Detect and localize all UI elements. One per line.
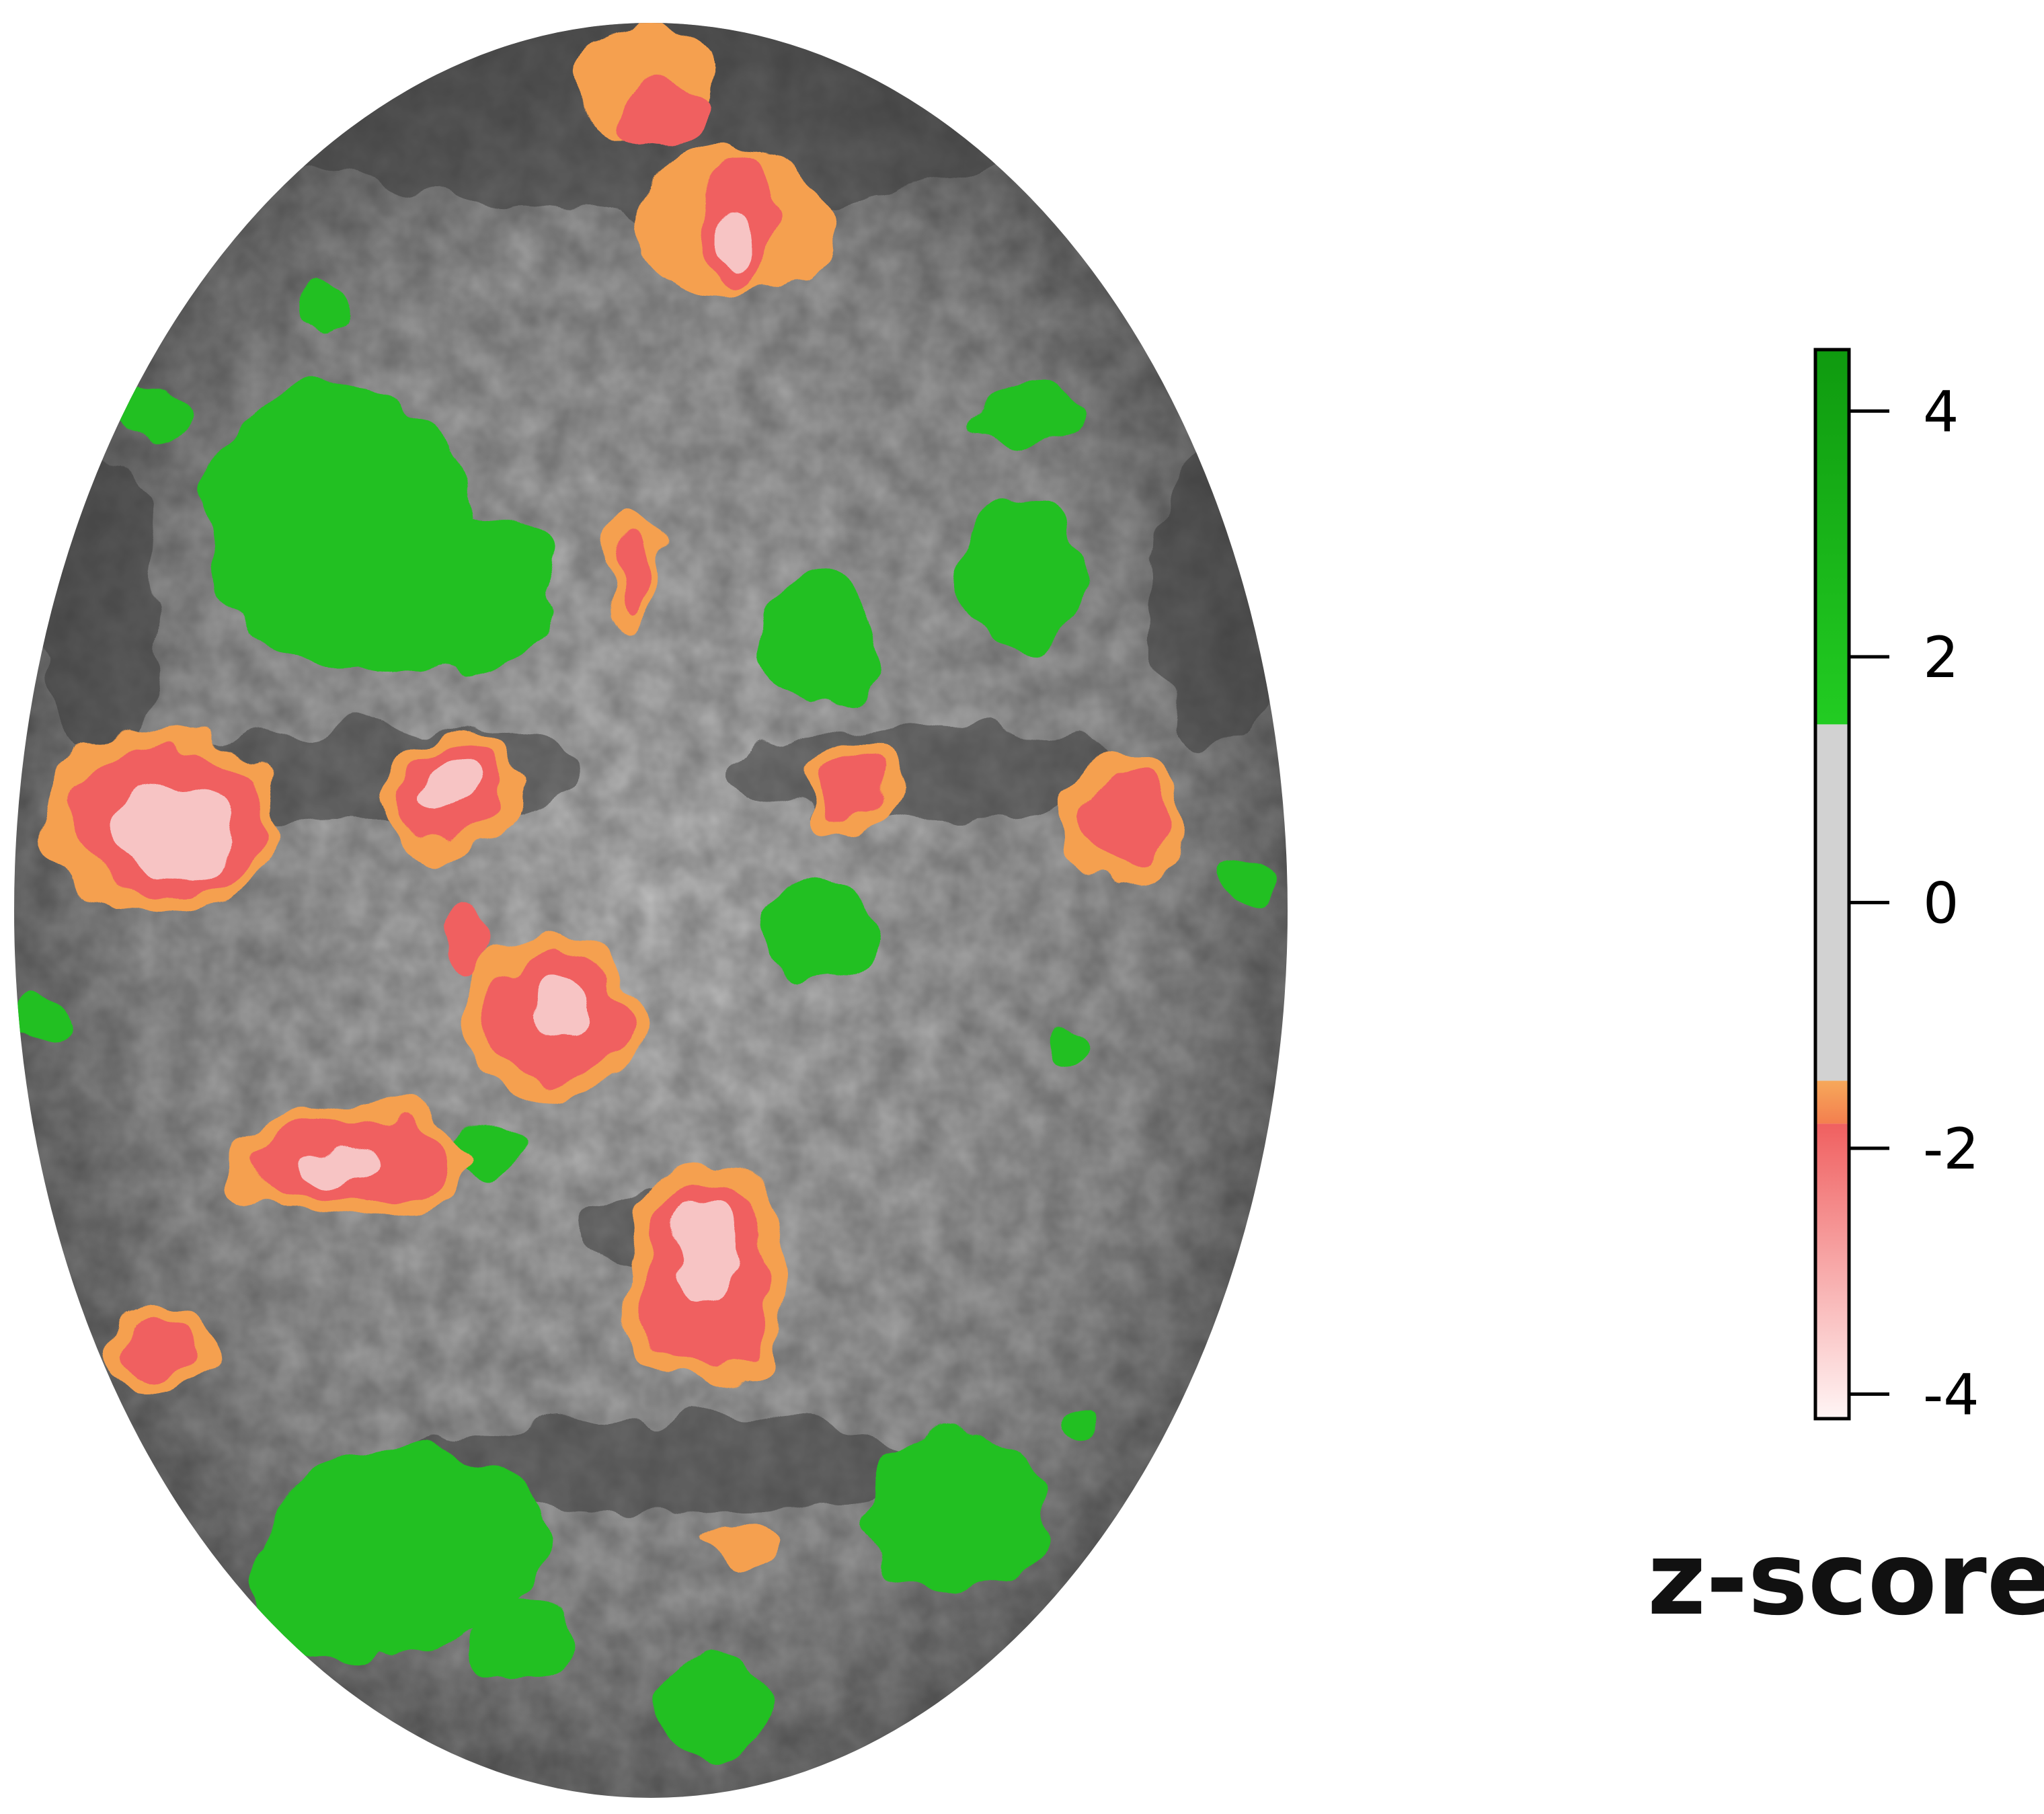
colorbar-tick-label: -4 bbox=[1923, 1362, 1979, 1427]
positive-clusters bbox=[14, 286, 1284, 1755]
colorbar-tick-label: 4 bbox=[1923, 379, 1959, 444]
colorbar-frame bbox=[1813, 348, 1851, 1421]
colorbar-tick-label: 0 bbox=[1923, 870, 1959, 936]
colorbar-title: z-score bbox=[1647, 1521, 2044, 1638]
colorbar-segment bbox=[1815, 1123, 1849, 1419]
colorbar-segment bbox=[1815, 724, 1849, 1081]
negative-peaks bbox=[114, 208, 760, 1298]
colorbar-segment bbox=[1815, 1080, 1849, 1124]
colorbar: 4 2 0 -2 -4 bbox=[1813, 348, 1979, 1427]
colorbar-tick-label: -2 bbox=[1923, 1116, 1979, 1182]
colorbar-segment bbox=[1815, 350, 1849, 725]
face-map bbox=[14, 23, 1288, 1798]
colorbar-tick-label: 2 bbox=[1923, 625, 1959, 691]
